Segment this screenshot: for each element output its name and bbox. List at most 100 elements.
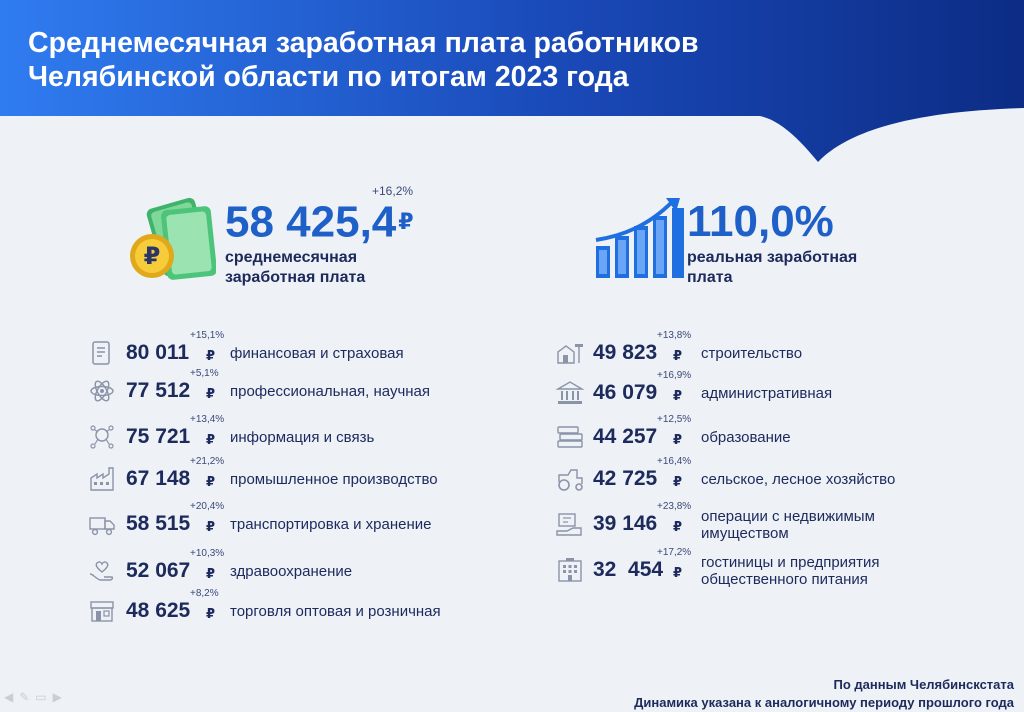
title-line-2: Челябинской области по итогам 2023 года: [28, 61, 629, 93]
row-label: строительство: [701, 345, 803, 362]
row-delta: +10,3%: [190, 548, 225, 559]
tractor-icon: [558, 469, 583, 491]
list-item: 46 079 ₽ +16,9% административная: [555, 370, 865, 408]
list-item: 32 454 ₽ +17,2% гостиницы и предприятия …: [555, 547, 915, 588]
ruble-sign: ₽: [206, 348, 216, 363]
construction-icon: [557, 344, 583, 364]
ruble-sign: ₽: [206, 386, 216, 401]
row-label: информация и связь: [230, 429, 375, 446]
ruble-sign: ₽: [398, 209, 414, 234]
row-label: торговля оптовая и розничная: [230, 603, 441, 620]
slideshow-toolbar: ◀✎▭▶: [4, 690, 68, 704]
row-delta: +21,2%: [190, 456, 225, 467]
row-value: 42 725: [593, 467, 658, 490]
page-title: Среднемесячная заработная плата работник…: [28, 26, 699, 94]
row-delta: +13,8%: [657, 330, 692, 341]
row-label: административная: [701, 385, 833, 402]
real-salary-value: 110,0%: [687, 197, 834, 246]
row-label-line-1: операции с недвижимым: [701, 508, 875, 525]
ruble-sign: ₽: [673, 388, 683, 403]
row-delta: +8,2%: [190, 588, 219, 599]
list-item: 77 512 ₽ +5,1% профессиональная, научная: [88, 368, 468, 406]
row-value: 39 146: [593, 512, 658, 535]
row-value: 67 148: [126, 467, 191, 490]
ruble-sign: ₽: [206, 606, 216, 621]
shop-icon: [90, 601, 114, 622]
row-value: 77 512: [126, 379, 191, 402]
list-item: 44 257 ₽ +12,5% образование: [555, 414, 855, 452]
title-line-1: Среднемесячная заработная плата работник…: [28, 27, 699, 59]
row-label: гостиницы и предприятия общественного пи…: [701, 554, 880, 588]
ruble-sign: ₽: [206, 474, 216, 489]
row-label: операции с недвижимым имуществом: [701, 508, 875, 542]
ruble-sign: ₽: [673, 565, 683, 580]
row-value: 75 721: [126, 425, 191, 448]
row-label: транспортировка и хранение: [230, 516, 432, 533]
row-delta: +5,1%: [190, 368, 219, 379]
row-label: образование: [701, 429, 791, 446]
ruble-sign: ₽: [673, 519, 683, 534]
row-delta: +13,4%: [190, 414, 225, 425]
list-item: 42 725 ₽ +16,4% сельское, лесное хозяйст…: [555, 456, 925, 494]
list-item: 80 011 ₽ +15,1% финансовая и страховая: [88, 330, 448, 368]
source-line-1: По данным Челябинскстата: [833, 677, 1014, 692]
ruble-sign: ₽: [206, 432, 216, 447]
slides-icon[interactable]: ▭: [35, 690, 53, 704]
money-icon: ₽: [130, 197, 216, 280]
healthcare-hands-icon: [89, 561, 114, 581]
row-delta: +12,5%: [657, 414, 692, 425]
realty-icon: [556, 513, 582, 536]
list-item: 48 625 ₽ +8,2% торговля оптовая и рознич…: [88, 588, 468, 626]
list-item: 49 823 ₽ +13,8% строительство: [555, 330, 855, 368]
row-delta: +16,4%: [657, 456, 692, 467]
row-delta: +15,1%: [190, 330, 225, 341]
row-label: здравоохранение: [230, 563, 353, 580]
row-delta: +16,9%: [657, 370, 692, 381]
list-item: 58 515 ₽ +20,4% транспортировка и хранен…: [88, 501, 468, 539]
list-item: 39 146 ₽ +23,8% операции с недвижимым им…: [555, 501, 915, 542]
row-label-line-2: имуществом: [701, 525, 789, 542]
row-value: 58 515: [126, 512, 191, 535]
list-item: 52 067 ₽ +10,3% здравоохранение: [88, 548, 448, 586]
ruble-sign: ₽: [673, 474, 683, 489]
source-note: По данным Челябинскстата Динамика указан…: [634, 676, 1014, 712]
row-label: промышленное производство: [230, 471, 438, 488]
row-value: 49 823: [593, 341, 658, 364]
row-label: профессиональная, научная: [230, 383, 431, 400]
ruble-sign: ₽: [206, 519, 216, 534]
real-label-line-2: плата: [687, 269, 733, 286]
header-banner: [0, 0, 1024, 162]
finance-document-icon: [92, 341, 110, 365]
average-salary-number: 58 425,4: [225, 197, 397, 247]
truck-icon: [89, 517, 115, 536]
ruble-sign: ₽: [673, 348, 683, 363]
prev-arrow-icon[interactable]: ◀: [4, 690, 20, 704]
row-label-line-2: общественного питания: [701, 571, 868, 588]
svg-text:₽: ₽: [144, 242, 161, 270]
row-value: 80 011: [126, 341, 190, 364]
science-atom-icon: [90, 380, 114, 402]
row-value: 48 625: [126, 599, 191, 622]
network-icon: [90, 425, 114, 449]
row-delta: +20,4%: [190, 501, 225, 512]
average-label-line-2: заработная плата: [225, 269, 366, 286]
ruble-sign: ₽: [206, 566, 216, 581]
real-label-line-1: реальная заработная: [687, 249, 858, 266]
growth-chart-icon: [595, 198, 684, 278]
row-value: 52 067: [126, 559, 191, 582]
hotel-icon: [558, 558, 582, 582]
row-value: 46 079: [593, 381, 658, 404]
list-item: 75 721 ₽ +13,4% информация и связь: [88, 414, 448, 452]
row-label: сельское, лесное хозяйство: [701, 471, 896, 488]
row-delta: +23,8%: [657, 501, 692, 512]
average-salary-delta: +16,2%: [372, 184, 414, 198]
average-label-line-1: среднемесячная: [225, 249, 358, 266]
source-line-2: Динамика указана к аналогичному периоду …: [634, 695, 1014, 710]
row-delta: +17,2%: [657, 547, 692, 558]
government-building-icon: [555, 381, 585, 404]
ruble-sign: ₽: [673, 432, 683, 447]
list-item: 67 148 ₽ +21,2% промышленное производств…: [88, 456, 468, 494]
pen-icon[interactable]: ✎: [19, 690, 36, 704]
next-arrow-icon[interactable]: ▶: [52, 690, 68, 704]
books-icon: [557, 426, 583, 448]
